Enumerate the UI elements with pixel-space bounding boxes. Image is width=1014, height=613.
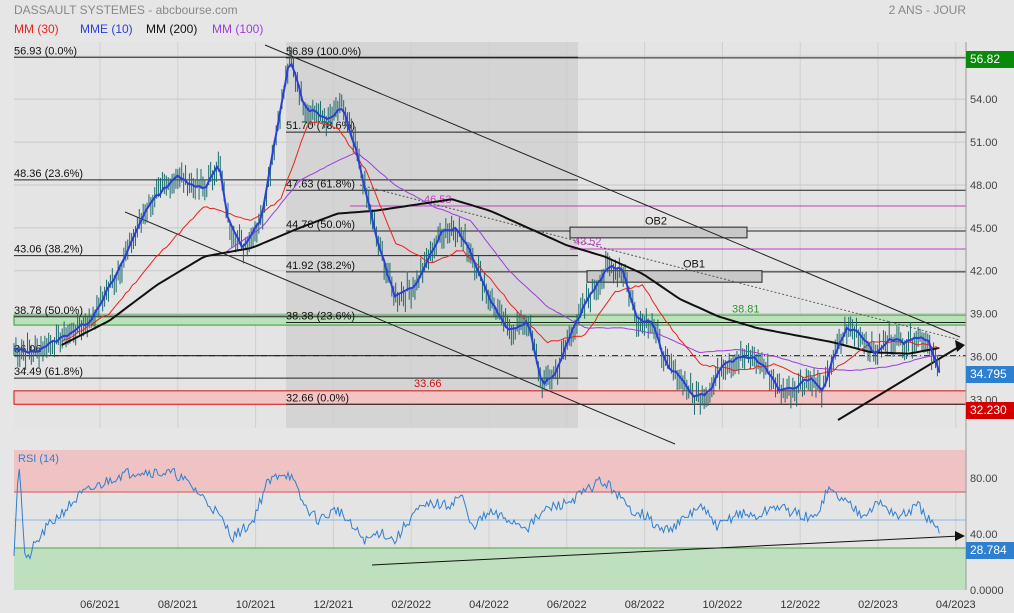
legend-mm30[interactable]: MM (30) [14, 22, 59, 36]
rsi-tick-label: 80.00 [970, 473, 998, 485]
legend-mm200[interactable]: MM (200) [146, 22, 198, 36]
fib-label-left: 43.06 (38.2%) [14, 244, 83, 256]
rsi-overbought-zone [14, 450, 966, 492]
trend-line-upper [264, 44, 961, 338]
red-level-label: 33.66 [414, 378, 442, 390]
chart-period: 2 ANS - JOUR [888, 3, 966, 17]
purple-level-2-label: 43.52 [574, 236, 602, 248]
price-tick-label: 36.00 [970, 352, 998, 364]
green-level-label: 38.81 [732, 303, 760, 315]
legend-mm100[interactable]: MM (100) [212, 22, 264, 36]
trend-line-lower [124, 211, 676, 445]
rsi-tick-label: 0.0000 [970, 585, 1004, 597]
rsi-oversold-zone [14, 548, 966, 590]
fib-label-left: 34.49 (61.8%) [14, 366, 83, 378]
time-tick-label: 02/2023 [858, 599, 898, 611]
time-tick-label: 10/2022 [703, 599, 743, 611]
rsi-tick-label: 40.00 [970, 529, 998, 541]
ob2-label: OB2 [645, 215, 667, 227]
fib-label-right: 38.38 (23.6%) [286, 310, 355, 322]
time-tick-label: 06/2022 [547, 599, 587, 611]
time-tick-label: 06/2021 [80, 599, 120, 611]
price-tick-label: 45.00 [970, 223, 998, 235]
fib-label-right: 56.89 (100.0%) [286, 46, 361, 58]
mm100-line [223, 152, 940, 372]
low-zone [13, 390, 967, 405]
fib-label-right: 41.92 (38.2%) [286, 260, 355, 272]
price-tick-label: 54.00 [970, 94, 998, 106]
price-tag-low: 32.230 [966, 402, 1014, 420]
trend-line-dotted [359, 184, 961, 341]
time-tick-label: 12/2021 [314, 599, 354, 611]
rsi-trend-arrow [955, 531, 965, 541]
price-tick-label: 48.00 [970, 180, 998, 192]
order-block-ob1 [586, 270, 763, 283]
chart-title: DASSAULT SYSTEMES - abcbourse.com [14, 3, 238, 17]
fib-label-left: 38.78 (50.0%) [14, 305, 83, 317]
mm200-line [61, 198, 940, 355]
price-tick-label: 51.00 [970, 137, 998, 149]
fib-label-right: 47.63 (61.8%) [286, 178, 355, 190]
ob1-label: OB1 [683, 259, 705, 271]
order-block-ob2 [569, 226, 748, 239]
fib-retracement-zone [286, 42, 578, 428]
fib-label-right: 44.78 (50.0%) [286, 219, 355, 231]
support-trend-line [837, 344, 963, 421]
trend-arrow [955, 340, 965, 352]
price-tag-high: 56.82 [966, 50, 1014, 68]
price-tick-label: 42.00 [970, 266, 998, 278]
fib-label-right: 51.70 (78.6%) [286, 120, 355, 132]
mm30-line [61, 121, 940, 379]
rsi-line [13, 467, 940, 560]
rsi-trend-line [371, 535, 961, 566]
time-tick-label: 12/2022 [780, 599, 820, 611]
rsi-tag-last: 28.784 [966, 541, 1014, 559]
time-tick-label: 04/2022 [469, 599, 509, 611]
fib-label-left: 56.93 (0.0%) [14, 45, 77, 57]
rsi-title: RSI (14) [18, 453, 59, 465]
price-tick-label: 39.00 [970, 309, 998, 321]
price-tag-last: 34.795 [966, 365, 1014, 383]
time-tick-label: 08/2022 [625, 599, 665, 611]
time-tick-label: 08/2021 [158, 599, 198, 611]
legend-mme10[interactable]: MME (10) [80, 22, 133, 36]
time-tick-label: 04/2023 [936, 599, 976, 611]
mme10-line [13, 62, 941, 398]
fib-label-right: 32.66 (0.0%) [286, 392, 349, 404]
time-tick-label: 02/2022 [391, 599, 431, 611]
time-tick-label: 10/2021 [236, 599, 276, 611]
fib-label-left: 48.36 (23.6%) [14, 168, 83, 180]
